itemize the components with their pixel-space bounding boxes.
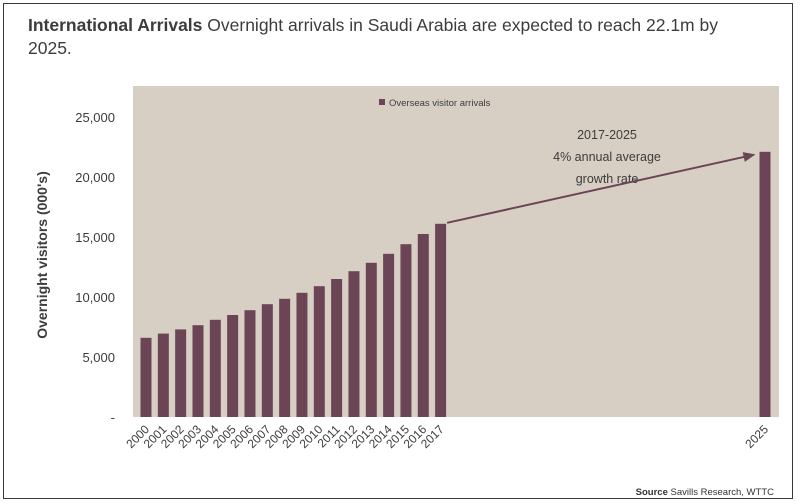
y-tick-label: 5,000 [82, 350, 115, 365]
annotation-text: growth rate [576, 172, 639, 186]
bar [348, 271, 359, 417]
bar [435, 224, 446, 417]
bar [141, 338, 152, 417]
bar [227, 315, 238, 417]
legend-label: Overseas visitor arrivals [389, 98, 491, 109]
source-note: Source Savills Research, WTTC [636, 487, 774, 498]
bar [400, 244, 411, 417]
bar [314, 286, 325, 417]
bar [262, 304, 273, 417]
annotation-text: 2017-2025 [577, 128, 637, 142]
y-tick-label: 10,000 [75, 290, 115, 305]
y-tick-label: - [111, 410, 115, 425]
bar [158, 334, 169, 417]
source-label: Source [636, 487, 668, 498]
y-tick-label: 25,000 [75, 110, 115, 125]
bar [331, 279, 342, 417]
y-axis-label: Overnight visitors (000's) [34, 171, 50, 339]
y-tick-label: 20,000 [75, 170, 115, 185]
bar [296, 293, 307, 417]
x-tick-label: 2025 [742, 422, 771, 451]
bar [192, 325, 203, 417]
legend-swatch [379, 99, 385, 105]
annotation-text: 4% annual average [553, 150, 661, 164]
bar [175, 329, 186, 417]
bar [418, 234, 429, 417]
y-tick-label: 15,000 [75, 230, 115, 245]
bar [366, 263, 377, 417]
bar [279, 299, 290, 417]
bar [760, 152, 771, 417]
source-text: Savills Research, WTTC [671, 487, 774, 498]
bar [383, 254, 394, 417]
bar [210, 320, 221, 417]
bar [244, 310, 255, 417]
